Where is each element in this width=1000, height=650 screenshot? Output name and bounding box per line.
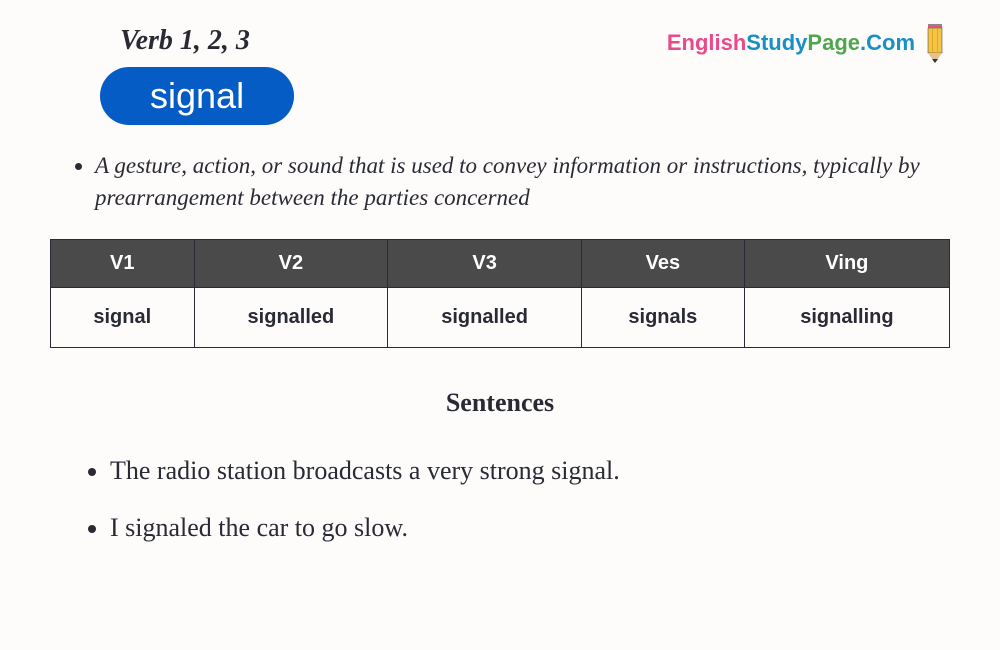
sentence-item: The radio station broadcasts a very stro… [110, 448, 950, 495]
table-header-row: V1 V2 V3 Ves Ving [51, 240, 950, 288]
col-v2: V2 [194, 240, 388, 288]
sentence-item: I signaled the car to go slow. [110, 505, 950, 552]
col-ves: Ves [581, 240, 744, 288]
cell-v1: signal [51, 288, 195, 348]
verb-forms-table: V1 V2 V3 Ves Ving signal signalled signa… [50, 239, 950, 348]
col-ving: Ving [744, 240, 949, 288]
col-v1: V1 [51, 240, 195, 288]
definition-list: A gesture, action, or sound that is used… [70, 150, 950, 214]
cell-ves: signals [581, 288, 744, 348]
definition-text: A gesture, action, or sound that is used… [95, 150, 950, 214]
cell-v2: signalled [194, 288, 388, 348]
logo-part-study: Study [746, 30, 807, 55]
table-row: signal signalled signalled signals signa… [51, 288, 950, 348]
col-v3: V3 [388, 240, 582, 288]
logo-part-com: .Com [860, 30, 915, 55]
logo-text: EnglishStudyPage.Com [667, 30, 915, 56]
logo-part-english: English [667, 30, 746, 55]
pencil-icon [920, 20, 950, 65]
logo-part-page: Page [807, 30, 860, 55]
cell-ving: signalling [744, 288, 949, 348]
sentences-heading: Sentences [50, 388, 950, 418]
cell-v3: signalled [388, 288, 582, 348]
site-logo: EnglishStudyPage.Com [667, 20, 950, 65]
word-badge: signal [100, 67, 294, 125]
sentences-list: The radio station broadcasts a very stro… [85, 448, 950, 552]
